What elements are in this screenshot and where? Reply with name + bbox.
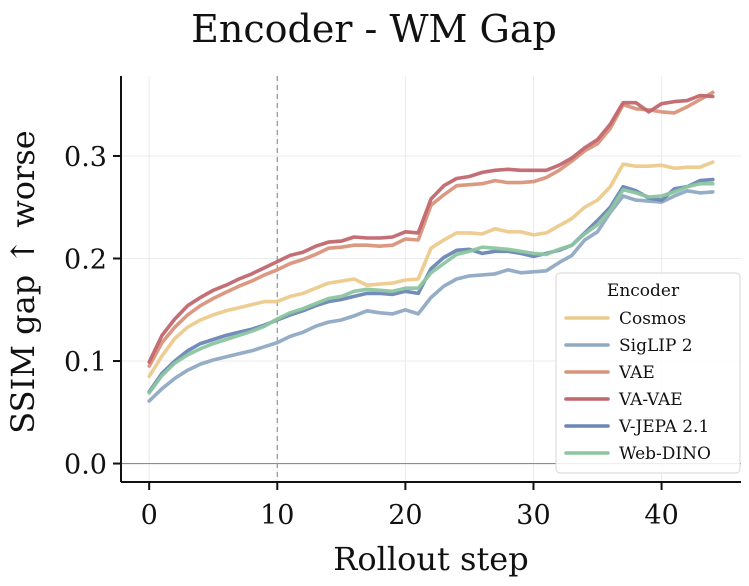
legend-label-siglip-2: SigLIP 2 xyxy=(619,336,693,356)
legend-label-vae: VAE xyxy=(618,363,655,383)
legend-label-cosmos: Cosmos xyxy=(619,309,686,329)
legend-items: Cosmos SigLIP 2 VAE VA-VAE V-JEPA 2.1 Web-DIN… xyxy=(564,309,711,464)
ticks-layer: 0 10 20 30 40 0.0 0.1 0.2 0.3 xyxy=(64,142,679,531)
x-tick-label-0: 0 xyxy=(141,500,158,531)
legend: Encoder Cosmos SigLIP 2 VAE VA-VAE V-JEPA 2.… xyxy=(555,272,741,474)
legend-title: Encoder xyxy=(607,281,680,301)
y-tick-label-1: 0.1 xyxy=(64,347,107,378)
legend-label-v-jepa-2-1: V-JEPA 2.1 xyxy=(618,417,709,437)
series-line-web-dino xyxy=(147,181,715,395)
axes-layer xyxy=(120,76,741,483)
y-tick-label-0: 0.0 xyxy=(64,450,107,481)
x-tick-label-4: 40 xyxy=(644,500,678,531)
x-tick-label-1: 10 xyxy=(260,500,294,531)
series-line-siglip-2 xyxy=(147,189,715,403)
chart-title: Encoder - WM Gap xyxy=(191,7,557,51)
y-tick-label-2: 0.2 xyxy=(64,244,107,275)
series-line-va-vae xyxy=(147,93,715,364)
legend-label-va-vae: VA-VAE xyxy=(618,390,683,410)
series-layer xyxy=(147,90,715,403)
y-tick-label-3: 0.3 xyxy=(64,142,107,173)
legend-box xyxy=(555,272,741,474)
x-tick-label-2: 20 xyxy=(388,500,422,531)
x-axis-label: Rollout step xyxy=(333,540,528,578)
series-line-cosmos xyxy=(147,160,715,379)
legend-label-web-dino: Web-DINO xyxy=(619,444,711,464)
x-tick-label-3: 30 xyxy=(516,500,550,531)
y-axis-label: SSIM gap ↑ worse xyxy=(4,130,42,433)
